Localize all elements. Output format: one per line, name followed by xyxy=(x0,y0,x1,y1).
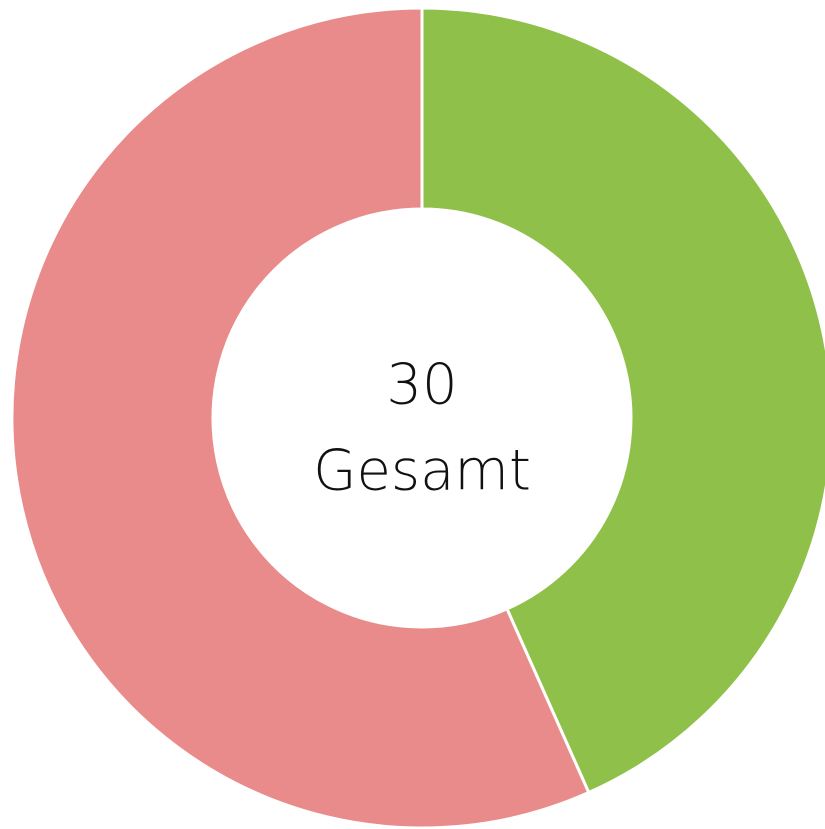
center-value: 30 xyxy=(386,352,457,417)
slice xyxy=(10,6,591,829)
center-label: Gesamt xyxy=(313,438,531,503)
slices xyxy=(10,6,825,829)
slice xyxy=(420,6,825,795)
